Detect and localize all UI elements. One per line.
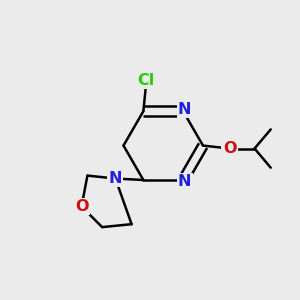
Text: O: O bbox=[75, 199, 88, 214]
Text: Cl: Cl bbox=[138, 73, 155, 88]
Text: O: O bbox=[223, 141, 236, 156]
Text: N: N bbox=[109, 171, 122, 186]
Text: N: N bbox=[178, 102, 191, 117]
Text: N: N bbox=[178, 174, 191, 189]
